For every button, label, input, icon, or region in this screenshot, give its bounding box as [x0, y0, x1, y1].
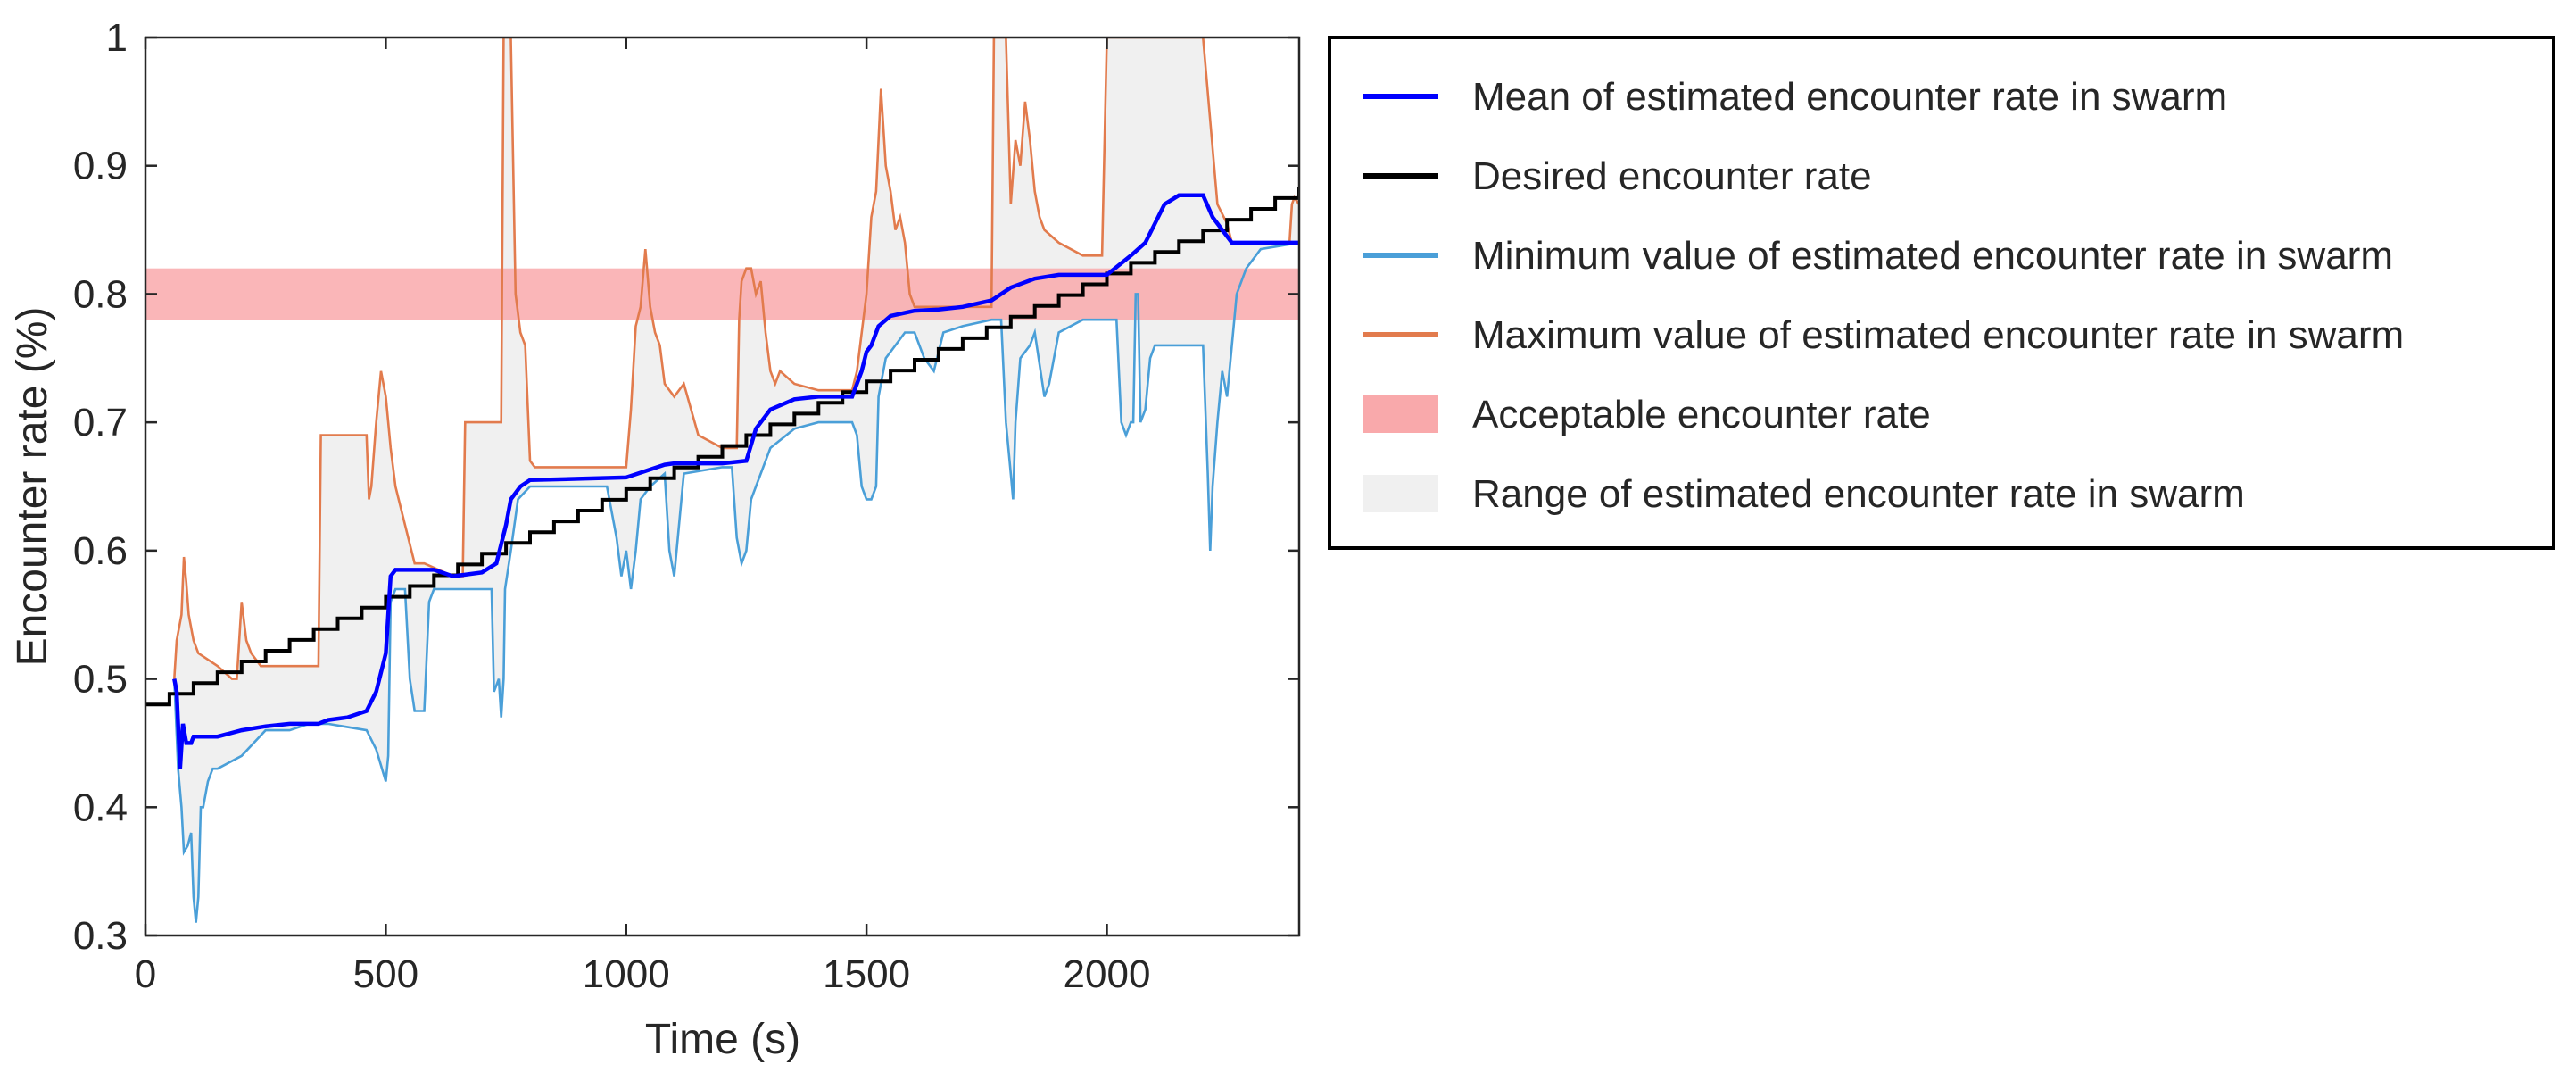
legend-swatch-acceptable — [1363, 395, 1438, 433]
legend-label-min: Minimum value of estimated encounter rat… — [1472, 234, 2393, 278]
minimum-encounter-rate-line — [173, 241, 1299, 923]
y-tick-label: 0.9 — [73, 145, 128, 188]
x-tick-label: 2000 — [1064, 952, 1151, 996]
plot-frame — [144, 36, 1301, 937]
x-tick-label: 1500 — [823, 952, 910, 996]
legend-label-mean: Mean of estimated encounter rate in swar… — [1472, 75, 2227, 119]
y-axis-label: Encounter rate (%) — [9, 307, 56, 667]
y-axis: 0.3 0.4 0.5 0.6 0.7 0.8 0.9 1 — [73, 16, 1299, 958]
x-tick-label: 1000 — [583, 952, 670, 996]
legend: Mean of estimated encounter rate in swar… — [1328, 36, 2555, 550]
y-tick-label: 0.7 — [73, 401, 128, 445]
mean-encounter-rate-line — [172, 193, 1299, 769]
range-of-estimated-encounter-rate-area — [174, 37, 1299, 923]
x-tick-label: 0 — [135, 952, 156, 996]
x-axis-label: Time (s) — [645, 1016, 800, 1063]
x-tick-label: 500 — [353, 952, 418, 996]
acceptable-encounter-rate-band — [145, 268, 1299, 320]
legend-label-desired: Desired encounter rate — [1472, 154, 1872, 198]
x-axis: 0 500 1000 1500 2000 — [135, 37, 1151, 996]
legend-swatch-range — [1363, 475, 1438, 512]
y-tick-label: 0.5 — [73, 658, 128, 702]
y-tick-label: 0.3 — [73, 914, 128, 958]
y-tick-label: 1 — [106, 16, 128, 60]
y-tick-label: 0.6 — [73, 529, 128, 573]
legend-label-range: Range of estimated encounter rate in swa… — [1472, 472, 2245, 516]
maximum-encounter-rate-line — [173, 37, 1299, 680]
legend-label-acceptable: Acceptable encounter rate — [1472, 393, 1931, 436]
y-tick-label: 0.8 — [73, 272, 128, 316]
y-tick-label: 0.4 — [73, 786, 128, 829]
legend-box — [1328, 36, 2555, 550]
legend-label-max: Maximum value of estimated encounter rat… — [1472, 313, 2404, 357]
